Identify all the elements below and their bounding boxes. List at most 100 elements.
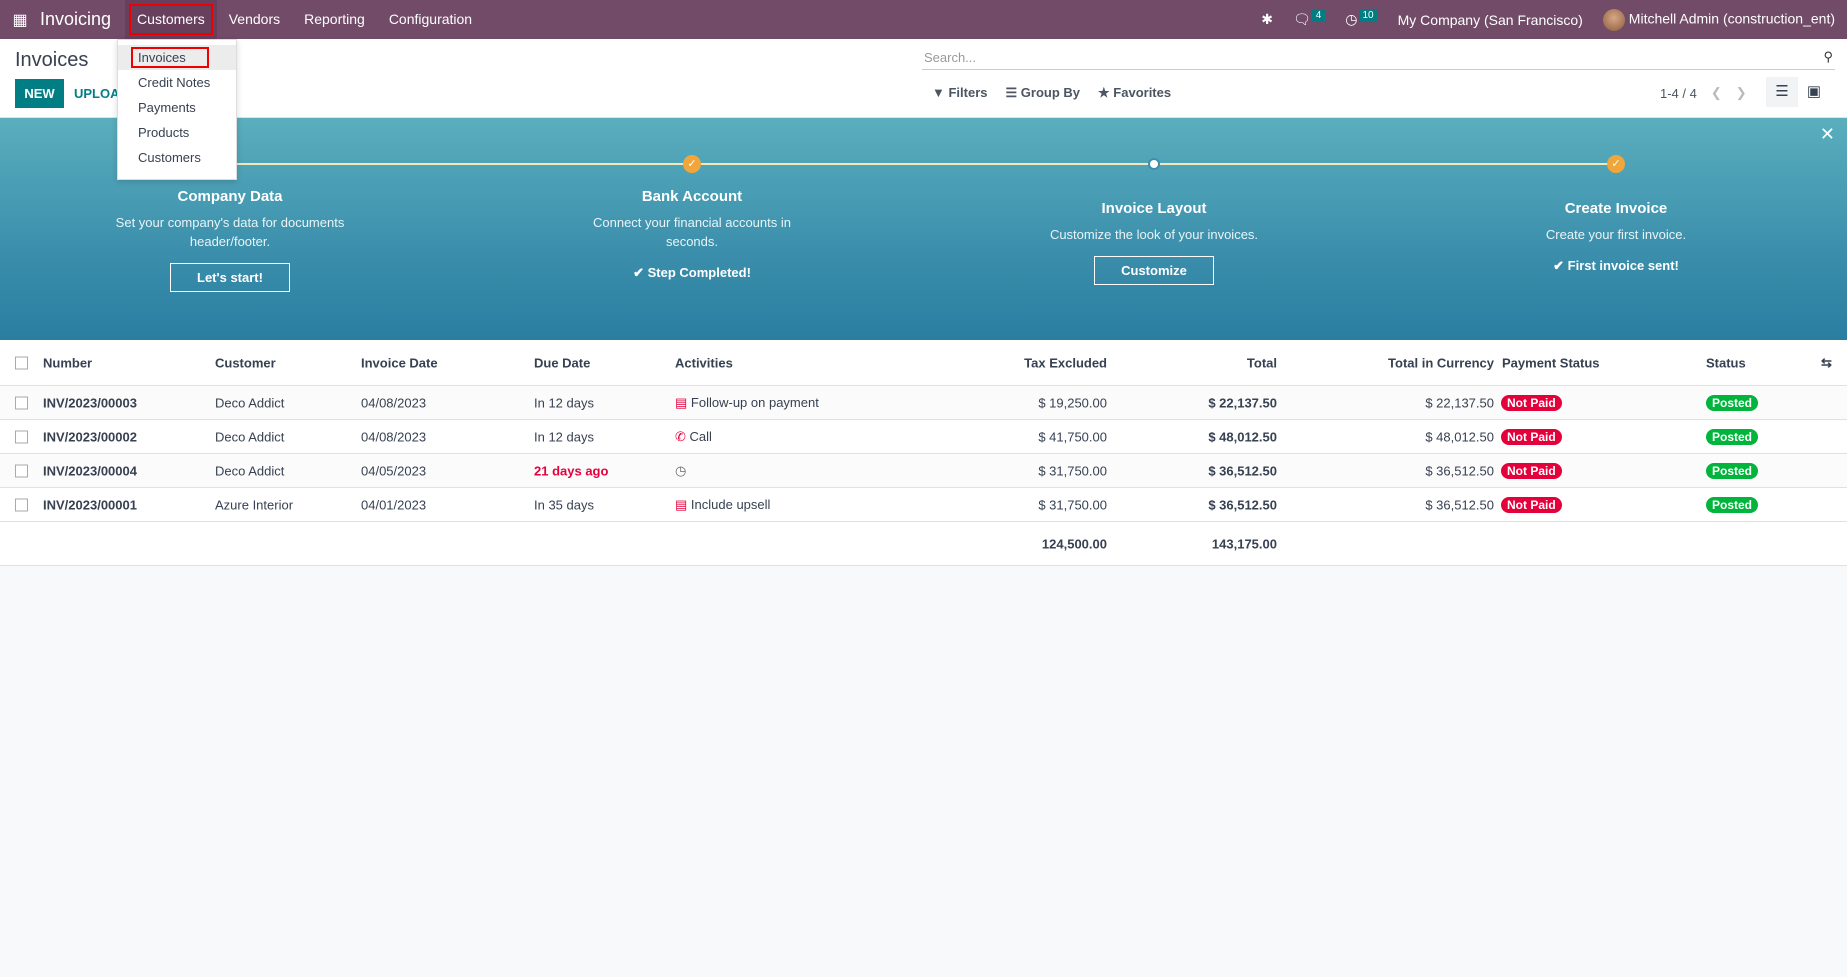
step-title: Create Invoice — [1564, 200, 1668, 217]
tax-excluded: $ 31,750.00 — [1038, 463, 1107, 478]
activity[interactable]: ▤ Follow-up on payment — [675, 395, 819, 411]
invoice-date: 04/05/2023 — [361, 463, 427, 478]
user-name: Mitchell Admin (construction_ent) — [1628, 10, 1835, 27]
col-due-date[interactable]: Due Date — [534, 355, 591, 370]
new-button[interactable]: NEW — [15, 79, 64, 108]
customize-button[interactable]: Customize — [1094, 256, 1214, 285]
col-status[interactable]: Status — [1706, 355, 1746, 370]
group-by-button[interactable]: ☰ Group By — [1005, 85, 1081, 100]
due-date: In 35 days — [534, 497, 594, 512]
row-checkbox[interactable] — [15, 396, 28, 409]
pager-next-icon[interactable]: ❯ — [1735, 85, 1747, 100]
menu-customers[interactable]: Customers — [125, 0, 217, 39]
table-row[interactable]: INV/2023/00001 Azure Interior 04/01/2023… — [0, 488, 1847, 522]
onboarding-banner: ✕ ✓ ✓ Company Data Set your company's da… — [0, 118, 1847, 340]
clock-icon: ◷ — [675, 462, 687, 478]
group-by-label: Group By — [1020, 85, 1081, 100]
messages-button[interactable]: 🗨 4 — [1292, 9, 1326, 28]
col-invoice-date[interactable]: Invoice Date — [361, 355, 438, 370]
row-checkbox[interactable] — [15, 464, 28, 477]
step-completed: ✔ Step Completed! — [542, 265, 842, 281]
current-step-dot — [1148, 158, 1160, 170]
menu-vendors[interactable]: Vendors — [228, 11, 281, 27]
status-badge: Posted — [1706, 496, 1759, 513]
dropdown-item-invoices[interactable]: Invoices — [118, 45, 236, 70]
total: $ 36,512.50 — [1208, 463, 1277, 478]
step-description: Connect your financial accounts in secon… — [592, 215, 791, 249]
payment-status-badge: Not Paid — [1501, 462, 1562, 479]
filters-label: Filters — [948, 85, 988, 100]
step-completed: ✔ First invoice sent! — [1466, 258, 1766, 274]
lets-start-button[interactable]: Let's start! — [170, 263, 290, 292]
dropdown-item-payments[interactable]: Payments — [138, 100, 196, 115]
col-number[interactable]: Number — [43, 355, 93, 370]
apps-grid-icon[interactable]: ▦ — [12, 11, 28, 29]
kanban-view-icon[interactable]: ▣ — [1806, 83, 1822, 100]
activities-button[interactable]: ◷ 10 — [1345, 9, 1378, 28]
clock-icon: ◷ — [1345, 11, 1358, 27]
pager-prev-icon[interactable]: ❮ — [1710, 85, 1722, 100]
select-all-checkbox[interactable] — [15, 356, 28, 369]
customer-name: Deco Addict — [215, 463, 285, 478]
invoice-number: INV/2023/00001 — [43, 497, 137, 512]
col-total-in-currency[interactable]: Total in Currency — [1388, 355, 1494, 370]
step-title: Company Data — [177, 188, 283, 205]
total-tax-excluded: 124,500.00 — [1041, 536, 1107, 551]
page-title: Invoices — [15, 49, 89, 71]
table-row[interactable]: INV/2023/00002 Deco Addict 04/08/2023 In… — [0, 420, 1847, 454]
search-input[interactable]: Search... ⚲ — [922, 45, 1835, 70]
payment-status-badge: Not Paid — [1501, 428, 1562, 445]
step-bank-account: Bank Account Connect your financial acco… — [542, 188, 842, 281]
col-customer[interactable]: Customer — [215, 355, 276, 370]
dropdown-item-products[interactable]: Products — [138, 125, 190, 140]
upload-button[interactable]: UPLOAD — [74, 86, 129, 101]
favorites-button[interactable]: ★ Favorites — [1098, 85, 1172, 100]
row-checkbox[interactable] — [15, 430, 28, 443]
col-total[interactable]: Total — [1246, 355, 1277, 370]
total: $ 36,512.50 — [1208, 497, 1277, 512]
customer-name: Deco Addict — [215, 395, 285, 410]
table-row[interactable]: INV/2023/00003 Deco Addict 04/08/2023 In… — [0, 386, 1847, 420]
debug-bug-icon[interactable]: ✱ — [1261, 11, 1273, 27]
search-placeholder: Search... — [924, 49, 977, 65]
activity[interactable]: ✆ Call — [675, 429, 712, 445]
table-header: Number Customer Invoice Date Due Date Ac… — [0, 340, 1847, 386]
customer-name: Azure Interior — [215, 497, 294, 512]
tax-excluded: $ 31,750.00 — [1038, 497, 1107, 512]
payment-status-badge: Not Paid — [1501, 496, 1562, 513]
user-menu[interactable]: Mitchell Admin (construction_ent) — [1602, 8, 1835, 31]
company-switcher[interactable]: My Company (San Francisco) — [1397, 11, 1583, 28]
table-row[interactable]: INV/2023/00004 Deco Addict 04/05/2023 21… — [0, 454, 1847, 488]
total-in-currency: $ 36,512.50 — [1425, 463, 1494, 478]
customer-name: Deco Addict — [215, 429, 285, 444]
favorites-label: Favorites — [1113, 85, 1172, 100]
pager-value[interactable]: 1-4 / 4 — [1660, 85, 1697, 101]
close-icon[interactable]: ✕ — [1819, 124, 1835, 144]
invoice-number: INV/2023/00002 — [43, 429, 137, 444]
control-panel: Invoices NEW UPLOAD Search... ⚲ ▼ Filters… — [0, 39, 1847, 118]
optional-columns-icon[interactable]: ⇆ — [1821, 354, 1832, 370]
app-name[interactable]: Invoicing — [40, 9, 112, 29]
activity-label: Call — [689, 428, 712, 444]
search-icon[interactable]: ⚲ — [1823, 49, 1833, 64]
invoice-date: 04/08/2023 — [361, 395, 427, 410]
dropdown-item-customers[interactable]: Customers — [138, 150, 201, 165]
chat-icon: 🗨 — [1292, 11, 1311, 27]
status-badge: Posted — [1706, 462, 1759, 479]
activity[interactable]: ◷ — [675, 463, 686, 479]
dropdown-item-credit-notes[interactable]: Credit Notes — [138, 75, 211, 90]
step-create-invoice: Create Invoice Create your first invoice… — [1466, 200, 1766, 274]
activity[interactable]: ▤ Include upsell — [675, 497, 770, 513]
invoice-number: INV/2023/00003 — [43, 395, 137, 410]
invoices-table: Number Customer Invoice Date Due Date Ac… — [0, 340, 1847, 566]
filters-button[interactable]: ▼ Filters — [932, 85, 988, 100]
row-checkbox[interactable] — [15, 498, 28, 511]
col-payment-status[interactable]: Payment Status — [1502, 355, 1600, 370]
menu-configuration[interactable]: Configuration — [388, 11, 473, 27]
menu-reporting[interactable]: Reporting — [304, 11, 365, 27]
list-view-icon[interactable]: ☰ — [1766, 77, 1798, 107]
customers-dropdown-menu: Invoices Credit Notes Payments Products … — [117, 39, 237, 180]
col-tax-excluded[interactable]: Tax Excluded — [1024, 355, 1107, 370]
total-amount: 143,175.00 — [1211, 536, 1277, 551]
col-activities[interactable]: Activities — [675, 355, 733, 370]
